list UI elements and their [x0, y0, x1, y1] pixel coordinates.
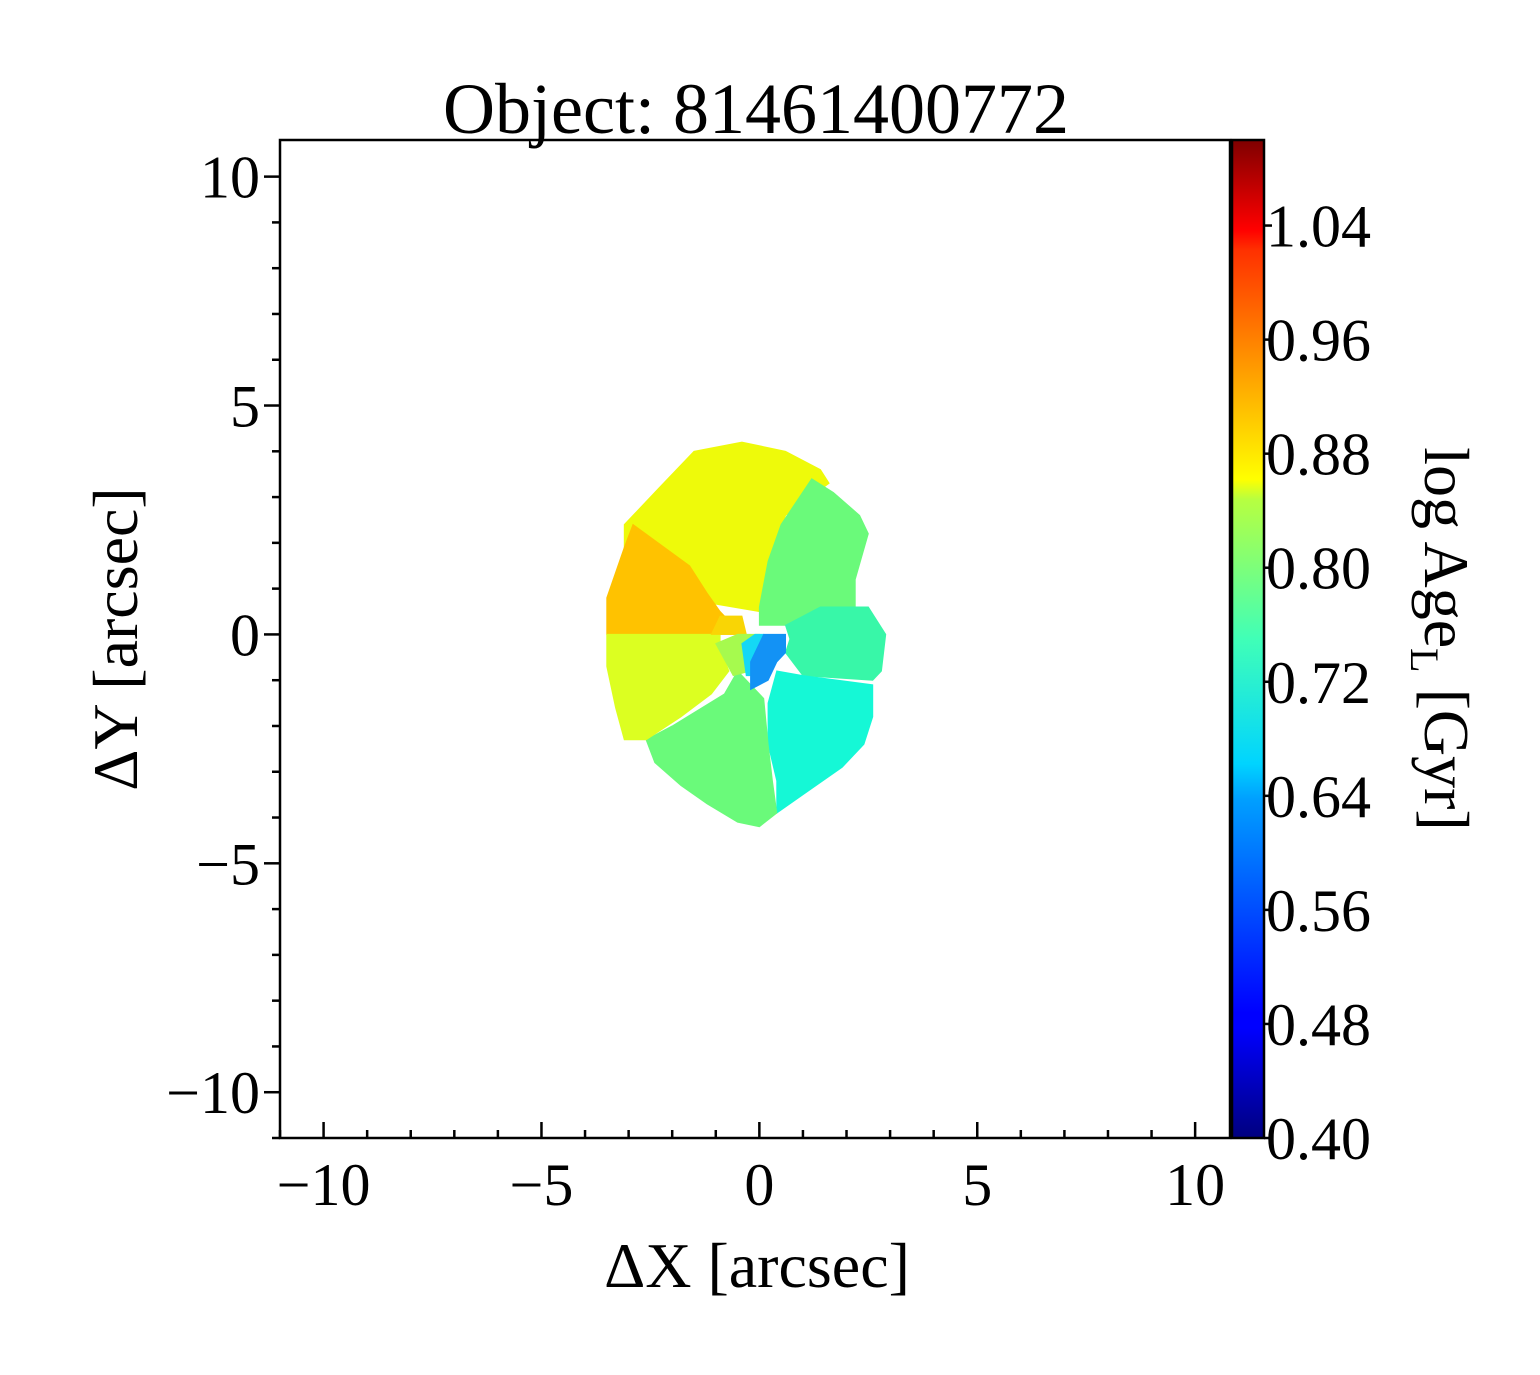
x-tick-label: 5 [962, 1152, 992, 1218]
x-tick-label: −5 [510, 1152, 574, 1218]
y-tick-label: 0 [230, 602, 260, 668]
colorbar-tick-label: 0.64 [1266, 764, 1371, 830]
colorbar-tick-label: 0.80 [1266, 536, 1371, 602]
x-axis-ticks: −10 −5 0 5 10 [277, 1122, 1225, 1218]
bin-center-west [710, 615, 747, 635]
colorbar-label: log AgeL [Gyr] [1402, 447, 1482, 830]
colorbar-tick-label: 1.04 [1266, 194, 1371, 260]
x-tick-label: 0 [744, 1152, 774, 1218]
y-axis-label: ΔY [arcsec] [80, 487, 151, 790]
y-tick-label: 10 [200, 145, 260, 211]
colorbar-tick-label: 0.40 [1266, 1106, 1371, 1172]
x-tick-label: −10 [277, 1152, 371, 1218]
bin-core [750, 633, 786, 691]
bin-east [784, 606, 887, 681]
colorbar-label-unit: [Gyr] [1411, 673, 1482, 831]
colorbar-tick-label: 0.72 [1266, 650, 1371, 716]
bin-southeast [767, 670, 874, 814]
x-axis-label: ΔX [arcsec] [604, 1230, 910, 1301]
bin-south [645, 670, 778, 828]
colorbar-label-subscript: L [1402, 648, 1447, 672]
y-tick-label: −10 [166, 1060, 260, 1126]
y-tick-label: −5 [196, 831, 260, 897]
y-tick-label: 5 [230, 374, 260, 440]
colorbar-tick-label: 0.88 [1266, 422, 1371, 488]
chart-title: Object: 81461400772 [443, 69, 1069, 149]
y-axis-ticks: 10 5 0 −5 −10 [166, 145, 280, 1140]
colorbar-tick-label: 0.96 [1266, 308, 1371, 374]
colorbar-tick-label: 0.56 [1266, 878, 1371, 944]
colorbar [1230, 138, 1266, 1140]
colorbar-label-main: log Age [1411, 447, 1482, 648]
colorbar-ticks: 1.04 0.96 0.88 0.80 0.72 0.64 0.56 0.48 0.40 [1264, 194, 1371, 1172]
data-bins [606, 441, 887, 828]
colorbar-tick-label: 0.48 [1266, 992, 1371, 1058]
plot-frame [278, 138, 1232, 1140]
x-tick-label: 10 [1165, 1152, 1225, 1218]
